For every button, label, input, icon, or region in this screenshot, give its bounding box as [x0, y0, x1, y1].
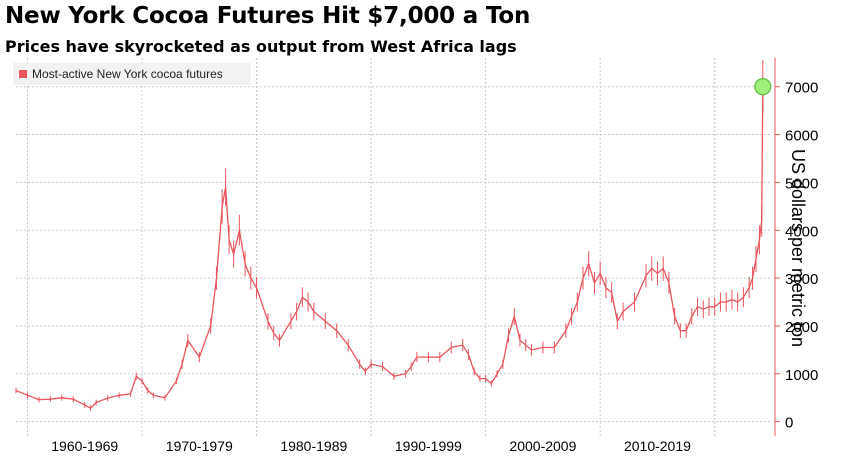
- highlight-marker: [754, 78, 772, 96]
- y-tick-label: 1000: [785, 367, 818, 384]
- x-tick-label: 1980-1989: [280, 438, 347, 454]
- y-axis: 0 1000 2000 3000 4000 5000 6000 7000: [774, 58, 818, 436]
- x-tick-label: 2010-2019: [624, 438, 691, 454]
- y-tick-label: 5000: [785, 175, 818, 192]
- legend-entry: Most-active New York cocoa futures: [32, 67, 223, 81]
- y-tick-label: 0: [785, 415, 793, 432]
- y-axis-title: US dollars per metric ton: [788, 148, 808, 348]
- legend: Most-active New York cocoa futures: [13, 63, 251, 85]
- highlight-marker-group: [754, 78, 772, 96]
- x-tick-label: 1970-1979: [166, 438, 233, 454]
- chart-title: New York Cocoa Futures Hit $7,000 a Ton: [5, 3, 531, 29]
- y-tick-label: 7000: [785, 80, 818, 97]
- y-tick-label: 3000: [785, 271, 818, 288]
- y-tick-label: 4000: [785, 223, 818, 240]
- x-tick-label: 2000-2009: [509, 438, 576, 454]
- series-line: [15, 86, 764, 409]
- x-tick-label: 1960-1969: [51, 438, 118, 454]
- x-tick-label: 1990-1999: [395, 438, 462, 454]
- y-tick-label: 2000: [785, 319, 818, 336]
- gridlines: [16, 58, 772, 436]
- y-tick-label: 6000: [785, 128, 818, 145]
- series-group: [15, 59, 764, 412]
- chart-subtitle: Prices have skyrocketed as output from W…: [5, 37, 517, 56]
- x-axis-labels: 1960-1969 1970-1979 1980-1989 1990-1999 2000…: [51, 438, 691, 454]
- legend-swatch: [19, 70, 27, 78]
- legend-background: [13, 63, 251, 85]
